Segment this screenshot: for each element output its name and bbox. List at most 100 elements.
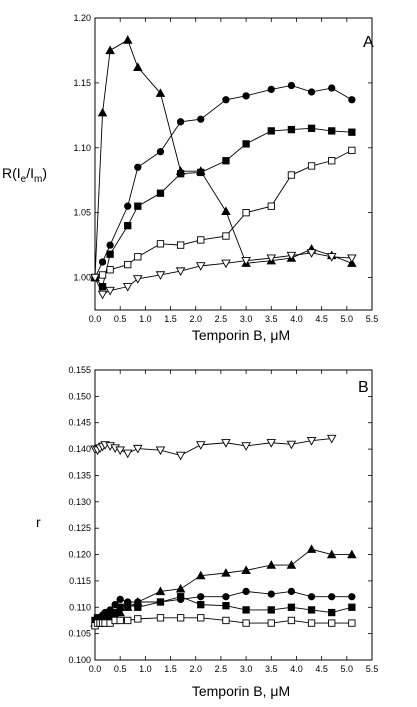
panel-b-series-2-point — [195, 570, 206, 580]
panel-a-frame — [94, 17, 373, 311]
panel-a-ytick-label: 1.15 — [73, 78, 91, 88]
panel-a-series-3-point — [267, 202, 275, 210]
panel-a-series-1-point — [156, 148, 165, 156]
panel-b-series-2-point — [326, 549, 337, 559]
panel-a-series-2-point — [222, 157, 230, 165]
panel-a-series-5-point — [195, 262, 206, 271]
panel-b-series-2-point — [286, 560, 297, 569]
ylabel-a-main: R(I — [2, 165, 21, 181]
panel-b-series-2-point — [221, 568, 231, 577]
panel-b-series-5-point — [307, 619, 316, 627]
panel-b-ytick-label: 0.110 — [69, 602, 91, 612]
panel-a-xtick-label: 1.0 — [139, 314, 152, 324]
panel-a-xtick-label: 3.5 — [265, 314, 278, 324]
panel-b-series-2-point — [306, 544, 317, 553]
panel-b-ytick-label: 0.140 — [68, 444, 91, 454]
panel-b-series-5-point — [124, 616, 132, 625]
panel-b-series-1-point — [115, 446, 125, 456]
panel-b-series-2-point — [241, 565, 251, 575]
panel-a-series-1-point — [222, 96, 230, 104]
panel-b-xtick-label: 4.0 — [290, 664, 303, 674]
panel-b-ytick-label: 0.155 — [68, 365, 91, 375]
panel-b-series-4-point — [242, 606, 250, 614]
panel-b: B Temporin B, μM r 0.0 0.5 1.0 1.5 2.0 2.5 3.0… — [36, 365, 378, 699]
panel-a-series-4-point — [97, 107, 108, 117]
panel-b-series-3-point — [348, 593, 356, 601]
panel-a-series-3-point — [307, 162, 316, 170]
panel-a-series-1-point — [348, 96, 356, 104]
panel-b-series-4-point — [222, 602, 230, 610]
panel-a-xtick-label: 5.5 — [366, 314, 379, 324]
panel-b-series-4-point — [124, 600, 132, 609]
panel-b-ytick-label: 0.150 — [68, 391, 91, 401]
panel-a-xtick-label: 1.5 — [164, 314, 177, 324]
panel-a-series-5-point — [326, 253, 337, 262]
panel-b-series-5-point — [287, 616, 296, 625]
panel-a: A Temporin B, μM R(Ie/Im) 0.0 0.5 1.0 1.5 2.… — [2, 13, 378, 343]
panel-b-ytick-label: 0.145 — [68, 418, 91, 428]
panel-b-ytick-label: 0.105 — [68, 629, 91, 639]
panel-a-series-3-point — [328, 157, 336, 165]
panel-a-ytick-label: 1.10 — [73, 143, 91, 153]
panel-a-series-3-point — [222, 232, 230, 240]
panel-b-series-2-point — [155, 586, 166, 596]
panel-a-xtick-label: 0.5 — [114, 314, 127, 324]
panel-b-series-1-point — [155, 446, 166, 456]
panel-b-xtick-label: 4.5 — [315, 664, 328, 674]
panel-b-series-5-point — [348, 619, 356, 627]
panel-b-series-3-point — [307, 593, 316, 601]
panel-a-series-1-point — [287, 81, 296, 90]
panel-a-series-1-point — [176, 118, 185, 126]
panel-b-series-4-point — [287, 603, 296, 611]
panel-a-xlabel: Temporin B, μM — [192, 327, 290, 343]
panel-a-series-5-point — [97, 290, 108, 300]
panel-b-ytick-label: 0.100 — [68, 655, 91, 665]
panel-a-series-5-point — [286, 251, 297, 261]
panel-a-series-5-point — [175, 267, 186, 276]
panel-b-xlabel: Temporin B, μM — [192, 683, 290, 699]
panel-b-series-2-point — [266, 560, 277, 569]
panel-a-ylabel: R(Ie/Im) — [2, 165, 47, 185]
panel-a-series-4-point — [175, 166, 186, 175]
panel-b-ytick-label: 0.120 — [68, 550, 91, 560]
panel-b-series-5-point — [242, 619, 250, 627]
panel-a-series-3-point — [176, 241, 185, 249]
panel-a-series-1-point — [197, 115, 205, 123]
panel-a-series-2-point — [307, 124, 316, 132]
panel-a-series-1-point — [134, 163, 142, 171]
panel-b-series-5-point — [267, 619, 275, 627]
panel-b-series-5-point — [116, 616, 124, 625]
panel-a-series-5-point — [90, 273, 100, 283]
panel-a-xtick-label: 2.0 — [189, 314, 202, 324]
panel-b-series-1-point — [175, 451, 186, 461]
ylabel-a-end: ) — [42, 165, 47, 181]
panel-b-ytick-label: 0.130 — [68, 497, 91, 507]
panel-a-series-2-point — [267, 127, 275, 135]
panel-a-series-5-point — [105, 286, 115, 296]
panel-a-series-2-point — [287, 125, 296, 134]
panel-b-xtick-label: 2.5 — [215, 664, 228, 674]
panel-a-series-2-point — [134, 202, 142, 210]
panel-a-series-5-point — [133, 275, 143, 284]
panel-a-series-3-point — [124, 260, 132, 269]
panel-b-series-1-point — [241, 442, 251, 451]
ylabel-a-mid: /I — [26, 165, 34, 181]
panel-a-xtick-label: 5.0 — [341, 314, 354, 324]
panel-b-series-4-point — [197, 600, 205, 609]
panel-a-series-2-point — [106, 250, 114, 258]
panel-b-series-4-point — [156, 598, 165, 606]
panel-a-series-4-point — [122, 35, 133, 44]
panel-a-series-1-point — [98, 258, 107, 266]
panel-a-series-4-point — [105, 45, 115, 55]
panel-a-series-2-point — [124, 221, 132, 230]
panel-a-xtick-label: 3.0 — [240, 314, 253, 324]
panel-a-series-5-line — [94, 252, 352, 296]
panel-b-series-3-point — [116, 595, 124, 604]
panel-a-series-3-point — [106, 266, 114, 274]
panel-a-series-3-point — [134, 253, 142, 261]
panel-b-series-4-point — [134, 603, 142, 611]
panel-b-xtick-label: 0.5 — [114, 664, 127, 674]
panel-a-series-1-point — [106, 241, 114, 249]
panel-a-series-1-point — [267, 85, 275, 94]
panel-a-series-5-point — [221, 259, 231, 269]
